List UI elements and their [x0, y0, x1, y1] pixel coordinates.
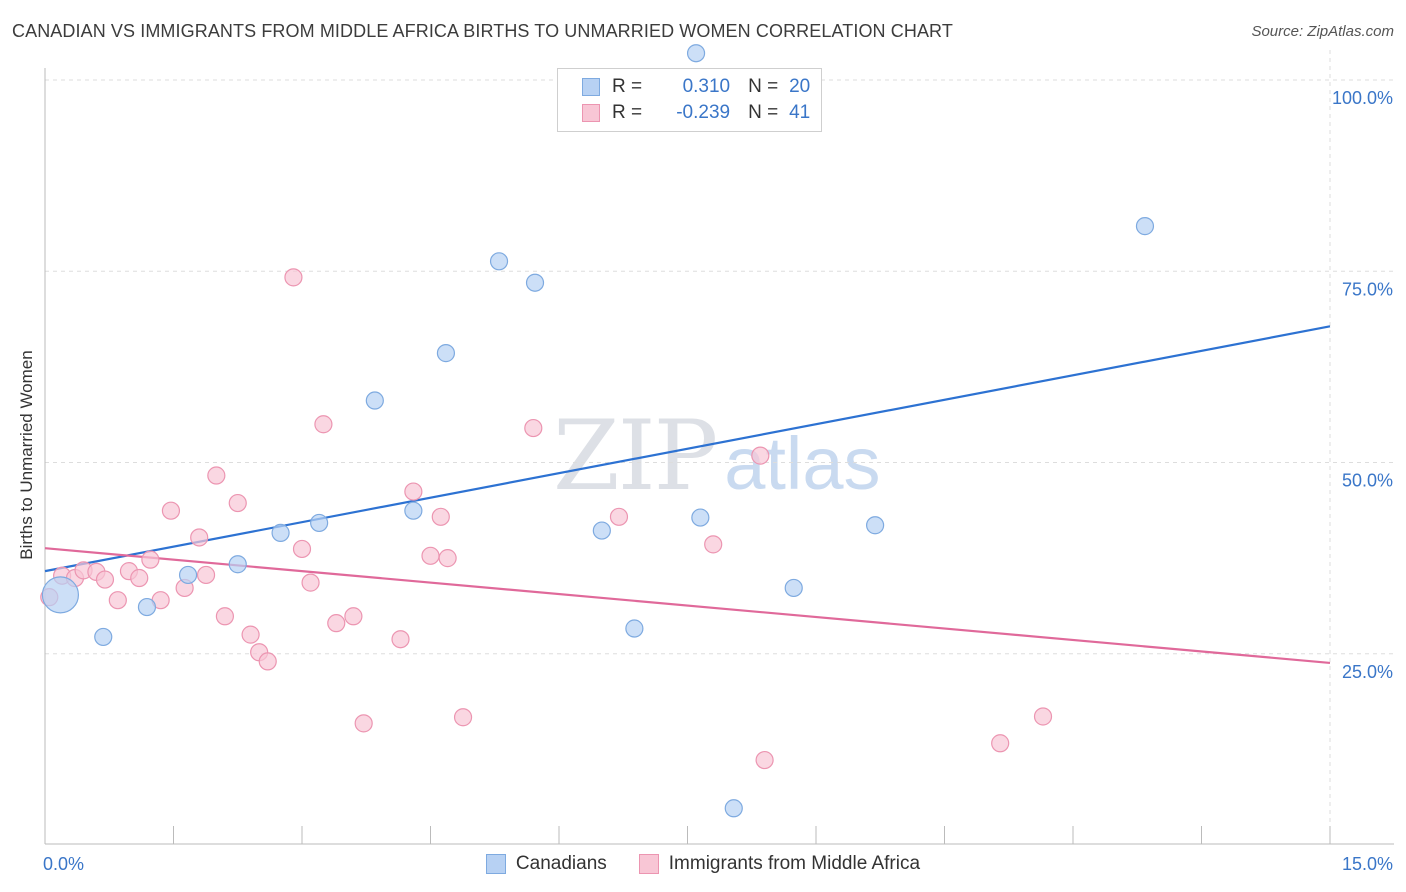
- legend-n-label: N =: [748, 102, 779, 123]
- data-point-immigrants: [196, 565, 216, 585]
- data-point-immigrants: [421, 546, 440, 565]
- data-point-immigrants: [141, 550, 160, 569]
- data-point-canadians: [271, 523, 290, 542]
- series-legend: Canadians Immigrants from Middle Africa: [0, 852, 1406, 876]
- watermark-zip: ZIP: [553, 400, 718, 512]
- data-point-immigrants: [751, 446, 770, 465]
- data-point-canadians: [365, 391, 384, 410]
- legend-swatch-canadians: [582, 78, 600, 96]
- legend-n-value: 41: [789, 102, 811, 123]
- data-point-immigrants: [404, 482, 423, 501]
- data-point-immigrants: [241, 625, 260, 644]
- data-point-immigrants: [258, 652, 277, 671]
- data-point-canadians: [41, 576, 80, 614]
- data-point-canadians: [404, 501, 423, 520]
- legend-label-immigrants: Immigrants from Middle Africa: [668, 853, 921, 874]
- legend-n-label: N =: [748, 76, 779, 97]
- data-point-immigrants: [524, 418, 543, 438]
- trend-line-immigrants: [44, 547, 1331, 665]
- correlation-legend: R = 0.310 N = 20 R = -0.239 N = 41: [557, 68, 822, 132]
- data-point-canadians: [436, 344, 456, 363]
- data-point-canadians: [137, 597, 157, 617]
- source-credit: Source: ZipAtlas.com: [1251, 23, 1394, 40]
- legend-swatch-canadians: [485, 854, 506, 874]
- y-tick-label: 100.0%: [1332, 88, 1393, 108]
- data-point-canadians: [228, 555, 247, 574]
- data-point-immigrants: [991, 734, 1010, 753]
- legend-r-label: R =: [612, 102, 643, 123]
- y-tick-label: 25.0%: [1342, 662, 1393, 682]
- data-point-immigrants: [314, 415, 333, 434]
- chart-title: CANADIAN VS IMMIGRANTS FROM MIDDLE AFRIC…: [12, 21, 953, 41]
- legend-r-value: 0.310: [682, 76, 731, 97]
- data-point-immigrants: [609, 507, 629, 526]
- data-point-canadians: [784, 578, 803, 598]
- data-point-immigrants: [1033, 707, 1053, 726]
- data-point-canadians: [691, 508, 710, 527]
- trend-line-canadians: [44, 325, 1331, 573]
- x-tick-label: 15.0%: [1342, 854, 1393, 874]
- data-point-canadians: [1135, 217, 1155, 236]
- data-point-immigrants: [755, 750, 774, 770]
- data-point-immigrants: [161, 501, 181, 520]
- data-point-immigrants: [207, 466, 226, 485]
- data-point-immigrants: [704, 535, 723, 554]
- gridlines: [45, 50, 1394, 844]
- legend-item-immigrants[interactable]: Immigrants from Middle Africa: [638, 853, 921, 875]
- data-point-canadians: [625, 619, 644, 638]
- data-point-immigrants: [453, 708, 473, 727]
- data-point-canadians: [525, 273, 545, 292]
- data-point-immigrants: [284, 268, 303, 287]
- data-point-canadians: [866, 516, 885, 535]
- legend-r-label: R =: [612, 76, 643, 97]
- data-point-immigrants: [130, 568, 149, 588]
- legend-row-canadians: R = 0.310 N = 20: [582, 75, 810, 99]
- data-point-canadians: [489, 252, 509, 271]
- legend-swatch-immigrants: [582, 104, 600, 122]
- legend-row-immigrants: R = -0.239 N = 41: [582, 101, 810, 125]
- y-axis-label: Births to Unmarried Women: [17, 350, 36, 560]
- data-point-immigrants: [190, 528, 209, 547]
- legend-n-value: 20: [789, 76, 811, 97]
- axes: [44, 68, 1394, 845]
- data-point-immigrants: [292, 539, 312, 559]
- data-points: [40, 44, 1155, 818]
- data-point-canadians: [94, 627, 113, 647]
- tick-labels: 25.0% 50.0% 75.0% 100.0% 0.0% 15.0%: [43, 88, 1393, 874]
- data-point-immigrants: [327, 614, 346, 633]
- data-point-canadians: [178, 565, 198, 585]
- data-point-immigrants: [344, 607, 363, 626]
- legend-swatch-immigrants: [638, 854, 659, 874]
- data-point-immigrants: [431, 507, 450, 526]
- legend-r-value: -0.239: [676, 102, 731, 123]
- y-tick-label: 50.0%: [1342, 471, 1393, 491]
- y-tick-label: 75.0%: [1342, 279, 1393, 299]
- data-point-immigrants: [228, 493, 247, 513]
- legend-item-canadians[interactable]: Canadians: [485, 853, 607, 875]
- data-point-canadians: [310, 513, 329, 533]
- data-point-immigrants: [95, 570, 115, 589]
- data-point-canadians: [724, 799, 743, 818]
- data-point-immigrants: [391, 630, 410, 649]
- legend-label-canadians: Canadians: [515, 853, 607, 874]
- data-point-immigrants: [354, 714, 373, 733]
- data-point-canadians: [592, 521, 611, 540]
- x-tick-label: 0.0%: [43, 854, 84, 874]
- data-point-immigrants: [438, 549, 457, 568]
- trend-lines: [44, 325, 1331, 665]
- data-point-immigrants: [215, 607, 234, 626]
- data-point-immigrants: [108, 591, 127, 610]
- data-point-canadians: [686, 44, 706, 63]
- data-point-immigrants: [301, 573, 320, 592]
